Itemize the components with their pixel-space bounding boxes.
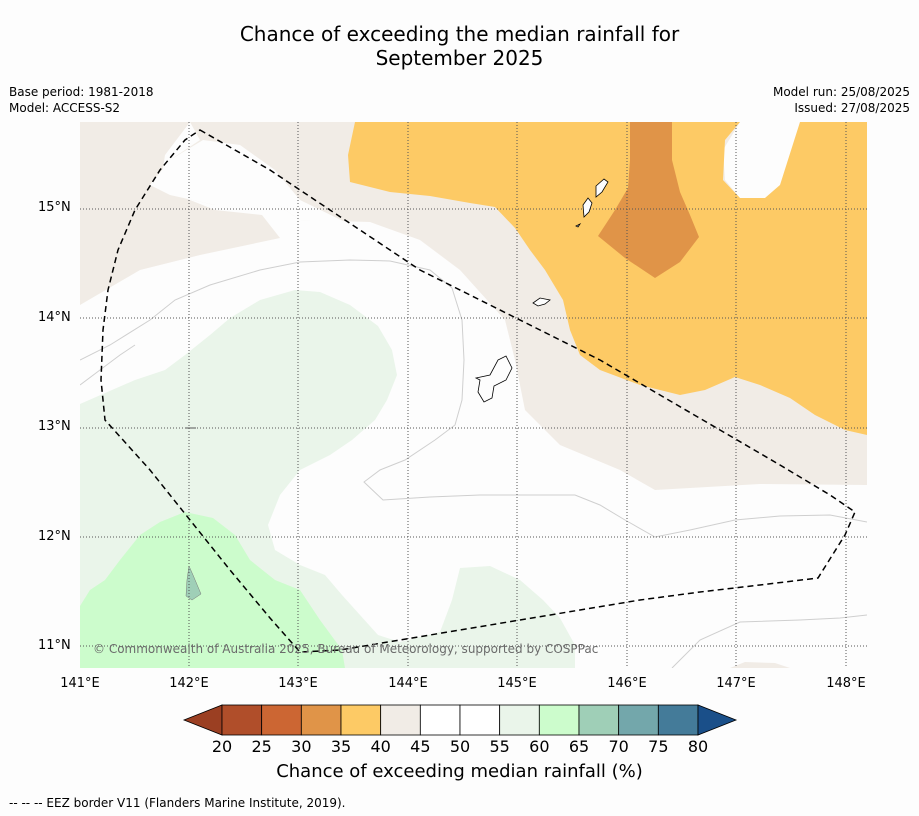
island-aguijan	[575, 222, 582, 228]
colorbar-tick: 80	[687, 737, 709, 756]
colorbar-label: Chance of exceeding median rainfall (%)	[276, 761, 643, 782]
colorbar-box	[419, 704, 461, 736]
colorbar-tick: 50	[449, 737, 471, 756]
lon-label-144e: 144°E	[388, 676, 428, 691]
lon-label-147e: 147°E	[716, 676, 756, 691]
colorbar-tick: 65	[568, 737, 590, 756]
contour-60-65	[80, 512, 345, 668]
lat-label-14n: 14°N	[38, 310, 71, 325]
lon-label-141e: 141°E	[60, 676, 100, 691]
colorbar-box	[380, 704, 421, 736]
colorbar-box	[340, 704, 382, 736]
colorbar-box	[459, 704, 501, 736]
lon-label-143e: 143°E	[278, 676, 318, 691]
copyright-notice: © Commonwealth of Australia 2025, Bureau…	[93, 642, 599, 656]
colorbar-tick: 70	[608, 737, 629, 756]
colorbar-box	[499, 704, 540, 736]
map-title: Chance of exceeding the median rainfall …	[0, 22, 919, 70]
colorbar-tick: 60	[529, 737, 550, 756]
island-guam	[474, 355, 513, 403]
colorbar-tick: 75	[648, 737, 669, 756]
lat-label-13n: 13°N	[38, 419, 71, 434]
colorbar-box	[657, 704, 699, 736]
colorbar-box	[221, 704, 263, 736]
contour-white-top	[150, 140, 345, 222]
footer-legend: -- -- -- EEZ border V11 (Flanders Marine…	[9, 796, 346, 810]
lat-label-15n: 15°N	[38, 200, 71, 215]
title-line-1: Chance of exceeding the median rainfall …	[239, 22, 680, 46]
island-tinian	[582, 197, 593, 218]
islands	[474, 178, 609, 403]
colorbar-boxes	[221, 704, 699, 736]
contour-65-70	[185, 565, 202, 601]
colorbar-box	[618, 704, 659, 736]
contour-40-45-west	[80, 122, 280, 305]
lon-label-145e: 145°E	[497, 676, 537, 691]
contour-30-35	[598, 122, 699, 278]
title-line-2: September 2025	[375, 46, 544, 70]
lon-label-148e: 148°E	[826, 676, 866, 691]
graticule	[80, 122, 867, 668]
contour-35-40	[348, 122, 867, 435]
contour-white-topright	[723, 122, 800, 198]
colorbar-tick: 35	[330, 737, 352, 756]
colorbar	[182, 704, 738, 736]
island-saipan	[595, 178, 609, 198]
colorbar-tick: 40	[370, 737, 391, 756]
meta-right: Model run: 25/08/2025 Issued: 27/08/2025	[773, 84, 910, 116]
model-run: Model run: 25/08/2025	[772, 85, 910, 99]
contour-40-45-southeast	[730, 662, 790, 668]
colorbar-box	[578, 704, 620, 736]
colorbar-under-arrow	[182, 704, 223, 736]
colorbar-tick: 55	[489, 737, 510, 756]
issued-date: Issued: 27/08/2025	[794, 101, 910, 115]
island-rota	[532, 297, 551, 307]
lon-label-146e: 146°E	[607, 676, 647, 691]
base-period: Base period: 1981-2018	[9, 85, 154, 99]
colorbar-box	[300, 704, 342, 736]
colorbar-tick: 45	[410, 737, 431, 756]
colorbar-tick: 25	[251, 737, 272, 756]
contour-lines	[80, 259, 867, 668]
model-name: Model: ACCESS-S2	[9, 101, 121, 115]
colorbar-over-arrow	[697, 704, 738, 736]
colorbar-box	[538, 704, 580, 736]
lat-label-12n: 12°N	[38, 529, 71, 544]
colorbar-box	[261, 704, 302, 736]
eez-border	[100, 129, 856, 653]
map-area	[80, 122, 867, 668]
colorbar-tick: 30	[291, 737, 312, 756]
meta-left: Base period: 1981-2018 Model: ACCESS-S2	[9, 84, 154, 116]
lat-label-11n: 11°N	[38, 638, 71, 653]
lon-label-142e: 142°E	[169, 676, 209, 691]
colorbar-tick: 20	[211, 737, 233, 756]
